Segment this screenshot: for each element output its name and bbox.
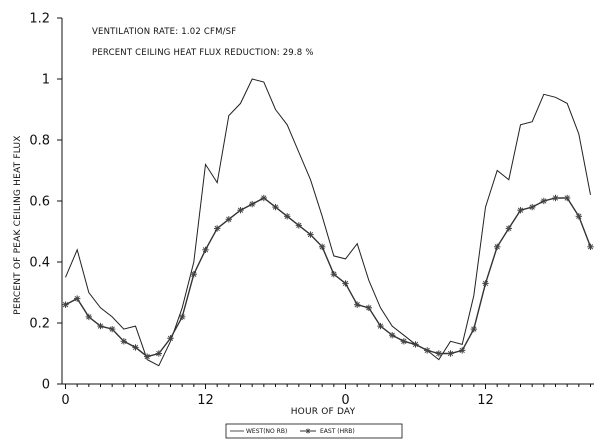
data-point-east	[517, 206, 524, 214]
y-tick-label: 0.2	[29, 317, 50, 332]
data-point-east	[400, 338, 407, 345]
data-point-east	[295, 222, 302, 229]
data-point-east	[377, 322, 384, 330]
data-point-east	[447, 350, 454, 357]
annotation-heat-flux-reduction: PERCENT CEILING HEAT FLUX REDUCTION: 29.…	[92, 48, 314, 58]
series-line-east	[65, 197, 592, 358]
data-point-east	[143, 353, 151, 360]
data-point-east	[85, 313, 93, 321]
data-point-east	[424, 347, 431, 354]
data-point-east	[248, 200, 256, 208]
y-ticks: 0 0.2 0.4 0.6 0.8 1 1.2	[29, 12, 62, 393]
data-point-east	[284, 213, 291, 220]
data-point-east	[389, 332, 396, 339]
data-point-east	[62, 301, 69, 308]
x-axis-title: HOUR OF DAY	[291, 407, 356, 417]
data-point-east	[564, 194, 571, 202]
data-point-east	[494, 243, 501, 251]
x-tick-label: 12	[197, 393, 214, 408]
data-point-east	[213, 225, 221, 232]
x-tick-label: 0	[341, 393, 349, 408]
data-point-east	[167, 335, 174, 342]
data-point-east	[412, 341, 419, 348]
data-point-east	[354, 301, 361, 308]
annotation-ventilation-rate: VENTILATION RATE: 1.02 CFM/SF	[92, 27, 236, 37]
data-point-east	[342, 280, 349, 287]
legend-marker-east	[305, 428, 311, 434]
y-tick-label: 0.6	[29, 195, 50, 210]
y-tick-label: 1.2	[29, 12, 50, 27]
data-point-east	[132, 344, 139, 351]
data-point-east	[435, 350, 442, 357]
data-point-east	[575, 213, 582, 220]
y-tick-label: 0.4	[29, 256, 50, 271]
y-tick-label: 0	[42, 378, 50, 393]
data-point-east	[190, 271, 198, 278]
data-point-east	[365, 304, 372, 311]
data-point-east	[552, 194, 559, 202]
data-point-east	[330, 271, 337, 278]
x-ticks: 0 12 0 12	[61, 384, 591, 408]
legend: WEST(NO RB) EAST (HRB)	[225, 423, 403, 439]
x-tick-label: 12	[477, 393, 494, 408]
x-tick-label: 0	[61, 393, 69, 408]
data-point-east	[505, 225, 512, 232]
legend-label-east: EAST (HRB)	[320, 428, 355, 435]
data-point-east	[120, 338, 128, 345]
series-line-west	[65, 78, 591, 367]
data-point-east	[237, 206, 244, 214]
data-point-east	[178, 313, 186, 321]
legend-label-west: WEST(NO RB)	[246, 428, 287, 435]
data-point-east	[459, 347, 466, 354]
y-tick-label: 1	[42, 73, 50, 88]
data-point-east	[272, 203, 279, 211]
data-point-east	[587, 243, 594, 251]
data-point-east	[260, 194, 267, 202]
data-point-east	[155, 350, 163, 357]
data-point-east	[73, 295, 81, 302]
data-point-east	[319, 243, 326, 251]
data-point-east	[540, 197, 547, 205]
data-point-east	[225, 216, 233, 223]
y-axis-title: PERCENT OF PEAK CEILING HEAT FLUX	[13, 135, 23, 314]
y-tick-label: 0.8	[29, 134, 50, 149]
series-layer	[62, 78, 594, 367]
data-point-east	[108, 325, 116, 333]
data-point-east	[307, 231, 314, 238]
data-point-east	[482, 280, 489, 287]
data-point-east	[97, 322, 104, 330]
data-point-east	[529, 203, 536, 211]
data-point-east	[470, 325, 477, 333]
data-point-east	[202, 246, 209, 254]
